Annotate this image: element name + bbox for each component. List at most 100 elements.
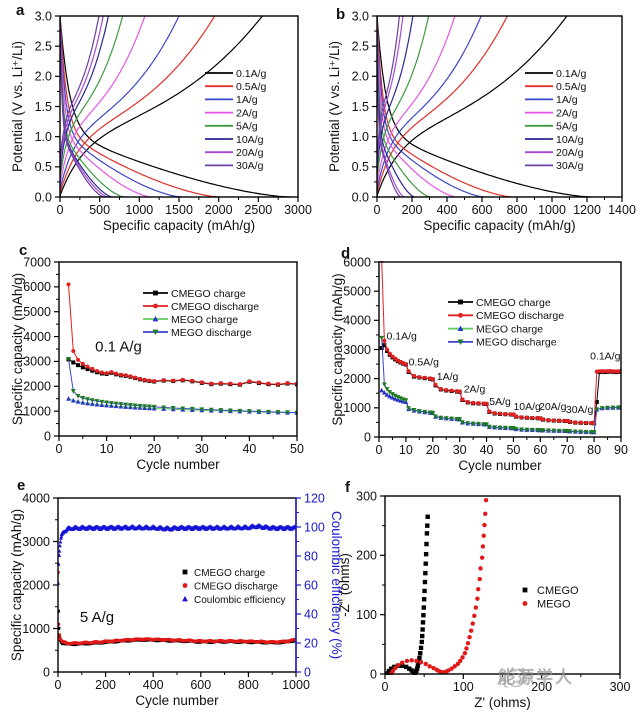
svg-text:1A/g: 1A/g: [437, 371, 459, 383]
svg-text:CMEGO discharge: CMEGO discharge: [171, 301, 259, 313]
svg-text:200: 200: [356, 549, 377, 563]
svg-text:4000: 4000: [22, 491, 50, 505]
svg-text:1500: 1500: [165, 203, 193, 217]
svg-text:0: 0: [382, 680, 389, 694]
svg-text:80: 80: [587, 443, 601, 457]
svg-text:400: 400: [143, 678, 164, 692]
svg-text:MEGO discharge: MEGO discharge: [171, 327, 252, 339]
svg-text:10A/g: 10A/g: [513, 401, 541, 413]
svg-text:40: 40: [480, 443, 494, 457]
svg-text:1A/g: 1A/g: [556, 94, 578, 106]
svg-text:CMEGO discharge: CMEGO discharge: [194, 581, 278, 592]
svg-text:50: 50: [506, 443, 520, 457]
svg-text:1200: 1200: [573, 203, 601, 217]
svg-text:Z' (ohms): Z' (ohms): [474, 695, 531, 710]
svg-text:300: 300: [610, 680, 631, 694]
svg-text:1.5: 1.5: [35, 100, 52, 114]
svg-text:2A/g: 2A/g: [464, 383, 486, 395]
svg-text:0: 0: [44, 429, 51, 443]
svg-text:0.0: 0.0: [352, 190, 369, 204]
svg-text:0.5: 0.5: [352, 160, 369, 174]
svg-text:60: 60: [304, 578, 318, 592]
svg-text:1.0: 1.0: [352, 130, 369, 144]
svg-text:Coulombic efficiency (%): Coulombic efficiency (%): [329, 511, 344, 659]
svg-text:100: 100: [304, 520, 325, 534]
svg-text:800: 800: [507, 203, 528, 217]
svg-text:600: 600: [472, 203, 493, 217]
svg-text:100: 100: [453, 680, 474, 694]
svg-text:MEGO: MEGO: [537, 598, 571, 610]
svg-text:300: 300: [356, 489, 377, 503]
panel-letter-f: f: [345, 479, 350, 496]
svg-text:10A/g: 10A/g: [236, 134, 264, 146]
svg-text:Specific capacity (mAh/g): Specific capacity (mAh/g): [423, 218, 575, 233]
svg-text:Specific capacity (mAh/g): Specific capacity (mAh/g): [103, 218, 255, 233]
svg-text:5A/g: 5A/g: [236, 121, 258, 133]
svg-text:30A/g: 30A/g: [566, 404, 594, 416]
svg-text:0: 0: [374, 203, 381, 217]
svg-text:20: 20: [304, 636, 318, 650]
svg-text:Cycle number: Cycle number: [458, 458, 542, 473]
svg-text:Cycle number: Cycle number: [136, 457, 220, 472]
svg-text:30A/g: 30A/g: [236, 160, 264, 172]
svg-text:Specific capacity (mAh/g): Specific capacity (mAh/g): [330, 273, 345, 425]
svg-text:1000: 1000: [23, 404, 51, 418]
svg-text:2.0: 2.0: [35, 70, 52, 84]
svg-text:MEGO charge: MEGO charge: [476, 323, 543, 335]
svg-text:200: 200: [95, 678, 116, 692]
svg-text:20A/g: 20A/g: [556, 147, 584, 159]
svg-text:80: 80: [304, 549, 318, 563]
svg-text:0: 0: [43, 665, 50, 679]
svg-text:1000: 1000: [538, 203, 566, 217]
svg-text:600: 600: [190, 678, 211, 692]
svg-text:3000: 3000: [23, 355, 51, 369]
svg-text:1000: 1000: [22, 622, 50, 636]
svg-text:3000: 3000: [284, 203, 312, 217]
panel-letter-c: c: [19, 242, 28, 259]
svg-text:0.1 A/g: 0.1 A/g: [95, 338, 142, 355]
svg-text:2000: 2000: [23, 380, 51, 394]
svg-text:2A/g: 2A/g: [556, 107, 578, 119]
svg-text:40: 40: [304, 607, 318, 621]
svg-text:20A/g: 20A/g: [539, 401, 567, 413]
svg-text:2000: 2000: [343, 372, 371, 386]
svg-text:3.0: 3.0: [352, 9, 369, 23]
svg-text:0: 0: [370, 667, 377, 681]
svg-text:20: 20: [426, 443, 440, 457]
svg-text:7000: 7000: [23, 255, 51, 269]
svg-text:1400: 1400: [608, 203, 636, 217]
svg-text:MEGO discharge: MEGO discharge: [476, 337, 557, 349]
svg-text:50: 50: [290, 442, 304, 456]
svg-text:10: 10: [100, 442, 114, 456]
svg-text:120: 120: [304, 491, 325, 505]
svg-text:4000: 4000: [23, 330, 51, 344]
svg-text:CMEGO charge: CMEGO charge: [171, 288, 246, 300]
svg-text:400: 400: [437, 203, 458, 217]
svg-text:0.1A/g: 0.1A/g: [387, 330, 418, 342]
svg-text:0.5A/g: 0.5A/g: [236, 81, 267, 93]
svg-text:Specific capacity (mAh/g): Specific capacity (mAh/g): [10, 273, 25, 425]
svg-text:60: 60: [533, 443, 547, 457]
svg-text:500: 500: [89, 203, 110, 217]
svg-text:90: 90: [614, 443, 628, 457]
svg-text:0.1A/g: 0.1A/g: [556, 68, 587, 80]
svg-text:CMEGO discharge: CMEGO discharge: [476, 310, 564, 322]
svg-text:0.5A/g: 0.5A/g: [409, 357, 440, 369]
svg-text:0.5A/g: 0.5A/g: [556, 81, 587, 93]
svg-text:0.0: 0.0: [35, 190, 52, 204]
svg-text:10A/g: 10A/g: [556, 134, 584, 146]
svg-text:10: 10: [399, 443, 413, 457]
svg-text:5A/g: 5A/g: [556, 121, 578, 133]
svg-text:6000: 6000: [23, 280, 51, 294]
svg-text:20A/g: 20A/g: [236, 147, 264, 159]
svg-text:30: 30: [195, 442, 209, 456]
svg-text:0: 0: [376, 443, 383, 457]
svg-text:0.5: 0.5: [35, 160, 52, 174]
svg-text:Specific capacity (mAh/g): Specific capacity (mAh/g): [9, 509, 24, 661]
panel-letter-e: e: [17, 477, 26, 494]
svg-text:MEGO charge: MEGO charge: [171, 314, 238, 326]
svg-text:5 A/g: 5 A/g: [80, 609, 114, 626]
svg-text:3000: 3000: [22, 535, 50, 549]
svg-text:100: 100: [356, 608, 377, 622]
